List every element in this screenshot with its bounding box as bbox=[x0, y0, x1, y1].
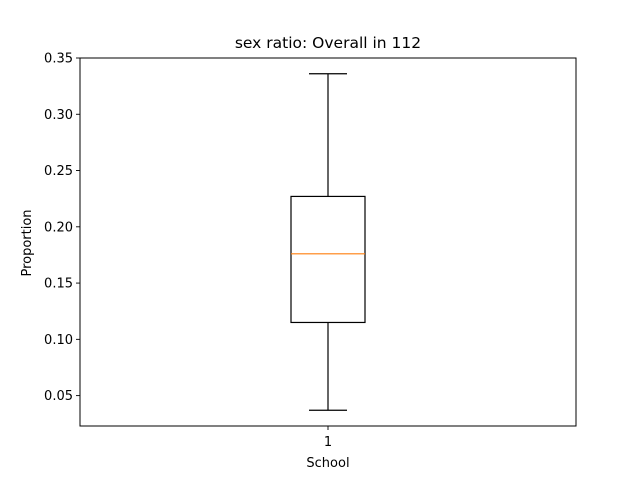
axes-frame bbox=[79, 57, 577, 427]
plot-area: 0.05 0.10 0.15 0.20 0.25 0.30 0.35 1 bbox=[44, 52, 577, 450]
y-axis-label: Proportion bbox=[20, 209, 35, 276]
y-tick-label: 0.25 bbox=[44, 164, 73, 179]
y-tick-label: 0.10 bbox=[44, 333, 73, 348]
x-axis-label: School bbox=[306, 456, 349, 471]
y-tick-label: 0.05 bbox=[44, 389, 73, 404]
y-tick-label: 0.30 bbox=[44, 108, 73, 123]
y-tick-label: 0.15 bbox=[44, 277, 73, 292]
y-tick-label: 0.20 bbox=[44, 220, 73, 235]
y-tick-label: 0.35 bbox=[44, 52, 73, 67]
iqr-box bbox=[290, 195, 366, 324]
chart-title: sex ratio: Overall in 112 bbox=[235, 34, 421, 52]
x-tick-label: 1 bbox=[324, 435, 332, 450]
